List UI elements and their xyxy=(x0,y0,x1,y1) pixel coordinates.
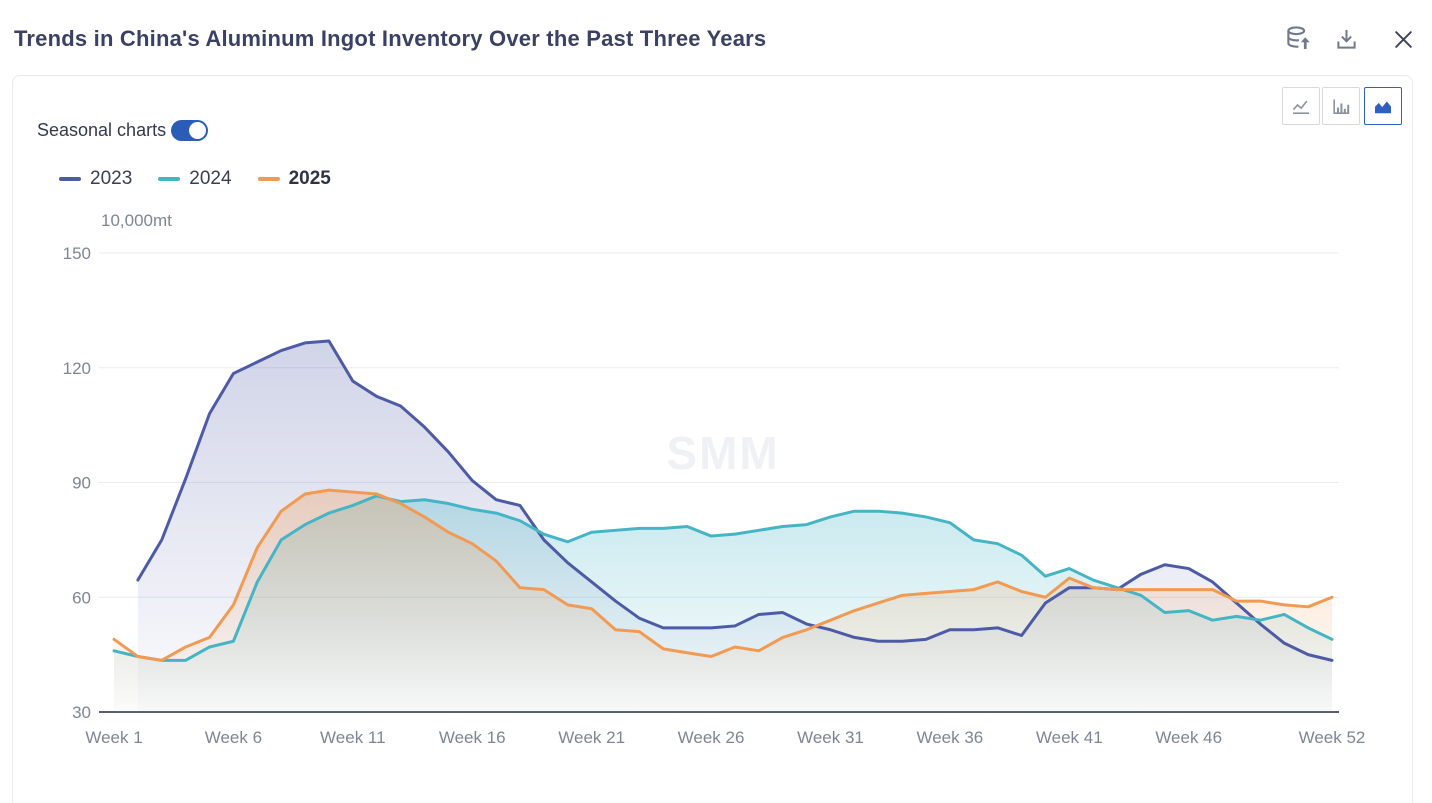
svg-text:90: 90 xyxy=(72,474,91,493)
svg-text:Week 11: Week 11 xyxy=(320,728,386,747)
svg-text:Week 1: Week 1 xyxy=(85,728,142,747)
svg-text:Week 52: Week 52 xyxy=(1299,728,1366,747)
series-area-2025 xyxy=(114,490,1332,712)
bar-chart-type-button[interactable] xyxy=(1322,87,1360,125)
area-chart-icon xyxy=(1375,101,1391,114)
page-title: Trends in China's Aluminum Ingot Invento… xyxy=(14,26,767,51)
svg-text:Week 46: Week 46 xyxy=(1155,728,1222,747)
legend-item-2024[interactable]: 2024 xyxy=(158,168,232,190)
toggle-knob xyxy=(189,122,207,139)
close-icon xyxy=(1395,30,1412,48)
x-axis-labels: Week 1 Week 6 Week 11 Week 16 Week 21 Week 26… xyxy=(85,728,1365,747)
area-chart-type-button[interactable] xyxy=(1364,87,1402,125)
legend-dash-2024 xyxy=(158,177,181,181)
series-line-2025 xyxy=(112,488,1334,662)
legend-item-2023[interactable]: 2023 xyxy=(59,168,132,190)
svg-text:Week 21: Week 21 xyxy=(558,728,625,747)
bar-chart-icon xyxy=(1333,99,1350,114)
close-button[interactable] xyxy=(1389,25,1418,54)
series-line-2023 xyxy=(136,339,1334,662)
watermark: SMM xyxy=(666,427,779,479)
legend-label-2023: 2023 xyxy=(90,168,133,189)
svg-text:Week 31: Week 31 xyxy=(797,728,864,747)
legend-dash-2023 xyxy=(59,177,81,181)
seasonal-charts-toggle[interactable] xyxy=(171,120,209,141)
series-line-2024 xyxy=(112,494,1334,662)
seasonal-toggle-row: Seasonal charts xyxy=(37,120,209,141)
line-chart-type-button[interactable] xyxy=(1282,87,1320,125)
page-header: Trends in China's Aluminum Ingot Invento… xyxy=(0,0,1432,66)
header-actions xyxy=(1282,22,1418,56)
svg-text:150: 150 xyxy=(63,244,91,263)
svg-text:120: 120 xyxy=(63,359,91,378)
legend-item-2025[interactable]: 2025 xyxy=(257,168,331,190)
svg-text:Week 26: Week 26 xyxy=(678,728,745,747)
y-axis-unit: 10,000mt xyxy=(101,211,172,230)
y-axis-labels: 30 60 90 120 150 xyxy=(63,244,91,722)
legend-label-2025: 2025 xyxy=(288,168,331,189)
chart-card: Seasonal charts xyxy=(12,75,1413,803)
legend-label-2024: 2024 xyxy=(189,168,232,189)
svg-text:Week 36: Week 36 xyxy=(916,728,983,747)
legend-dash-2025 xyxy=(257,177,280,181)
legend: 2023 2024 2025 xyxy=(59,168,331,190)
database-upload-icon xyxy=(1287,26,1310,49)
download-button[interactable] xyxy=(1331,24,1362,55)
export-data-button[interactable] xyxy=(1282,22,1316,56)
svg-text:Week 6: Week 6 xyxy=(205,728,262,747)
line-chart-icon xyxy=(1292,100,1309,114)
svg-text:30: 30 xyxy=(72,703,91,722)
svg-text:Week 41: Week 41 xyxy=(1036,728,1103,747)
seasonal-charts-label: Seasonal charts xyxy=(37,120,167,140)
chart-type-switcher xyxy=(1280,87,1402,125)
svg-text:60: 60 xyxy=(72,588,91,607)
download-icon xyxy=(1337,29,1356,49)
svg-text:Week 16: Week 16 xyxy=(439,728,506,747)
